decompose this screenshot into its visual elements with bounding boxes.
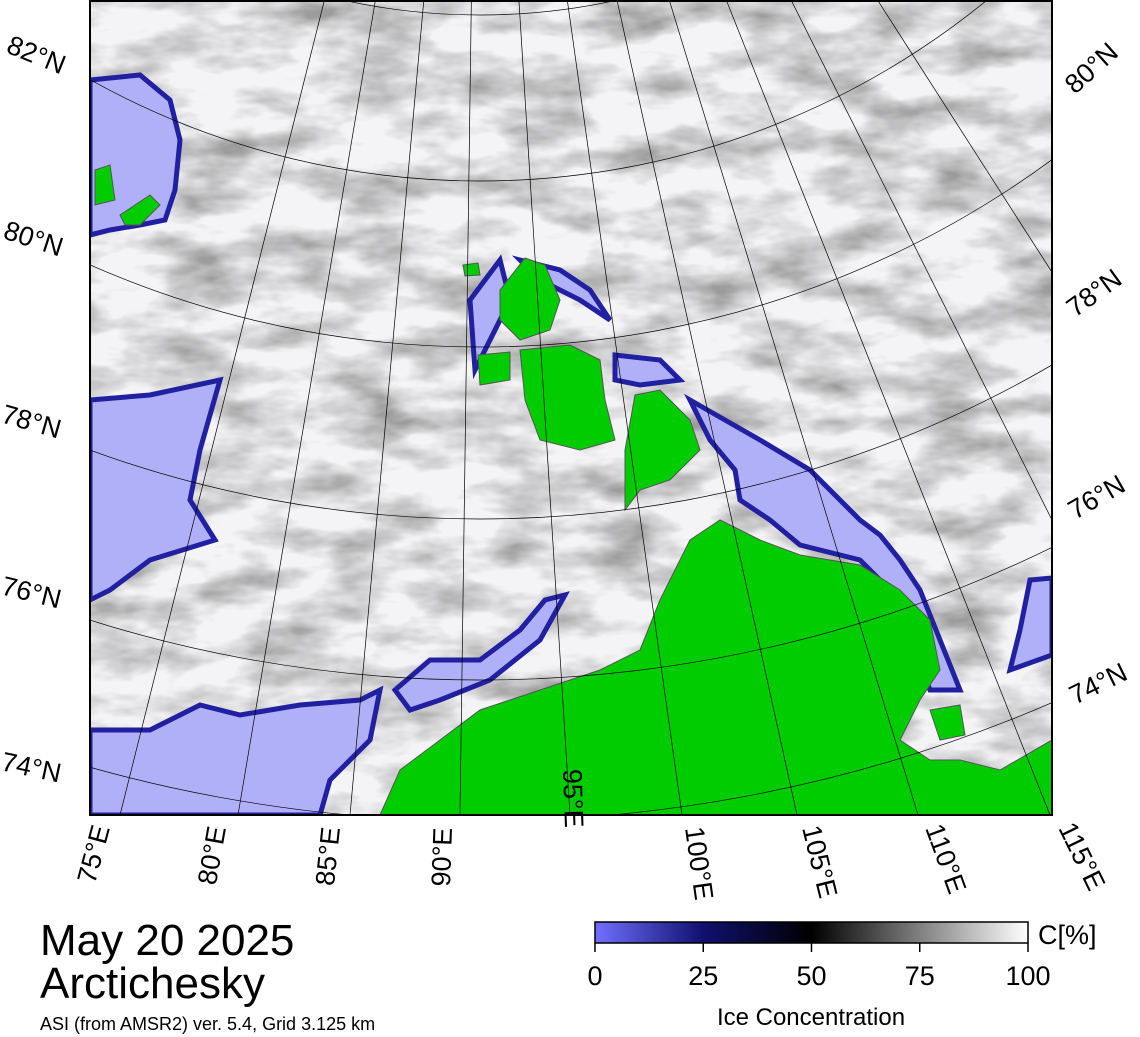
lat-label: 76°N — [1063, 469, 1130, 525]
lon-label: 100°E — [679, 825, 719, 902]
lon-label: 115°E — [1053, 817, 1111, 895]
lat-label: 82°N — [3, 30, 70, 80]
colorbar-tick-label: 75 — [905, 961, 935, 991]
lat-label: 76°N — [0, 571, 64, 615]
colorbar-unit: C[%] — [1038, 920, 1097, 950]
lat-label: 74°N — [1064, 657, 1131, 710]
lon-label: 95°E — [557, 768, 589, 828]
colorbar-tick-label: 25 — [688, 961, 718, 991]
lon-label: 105°E — [796, 822, 843, 901]
lon-label: 80°E — [192, 824, 232, 887]
lat-label: 78°N — [1061, 263, 1127, 323]
colorbar-title: Ice Concentration — [717, 1004, 905, 1031]
colorbar-ramp — [594, 921, 1029, 944]
lat-label: 78°N — [0, 399, 65, 444]
colorbar-tick-label: 100 — [1005, 961, 1050, 991]
lon-label: 75°E — [72, 822, 116, 887]
source-note: ASI (from AMSR2) ver. 5.4, Grid 3.125 km — [40, 1014, 375, 1034]
lon-label: 90°E — [426, 827, 458, 887]
land — [94, 164, 1052, 815]
colorbar-tick-label: 0 — [587, 961, 602, 991]
graticule — [90, 0, 1052, 815]
map-area — [90, 0, 1052, 815]
lat-label: 74°N — [0, 747, 64, 789]
lon-label: 110°E — [919, 820, 972, 898]
region-title: Arctichesky — [40, 959, 265, 1008]
lat-label: 80°N — [1059, 37, 1124, 100]
map-frame — [89, 0, 1053, 816]
lon-label: 85°E — [310, 825, 346, 887]
lat-label: 80°N — [0, 215, 67, 262]
colorbar-tick-label: 50 — [796, 961, 826, 991]
date-title: May 20 2025 — [40, 916, 294, 965]
